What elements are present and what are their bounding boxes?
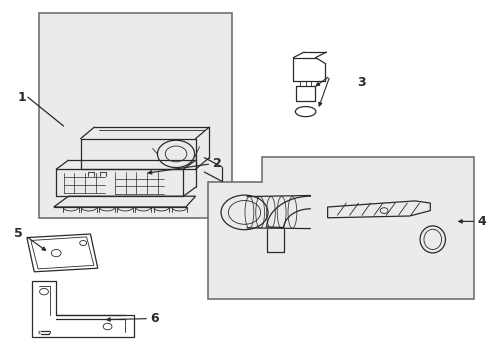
Text: 5: 5 — [14, 227, 23, 240]
Text: 6: 6 — [150, 312, 159, 325]
Text: 2: 2 — [212, 157, 221, 170]
Text: 4: 4 — [476, 215, 485, 228]
Text: 3: 3 — [356, 76, 365, 89]
Text: 1: 1 — [18, 91, 26, 104]
Bar — [39, 13, 232, 218]
Polygon shape — [207, 157, 473, 299]
